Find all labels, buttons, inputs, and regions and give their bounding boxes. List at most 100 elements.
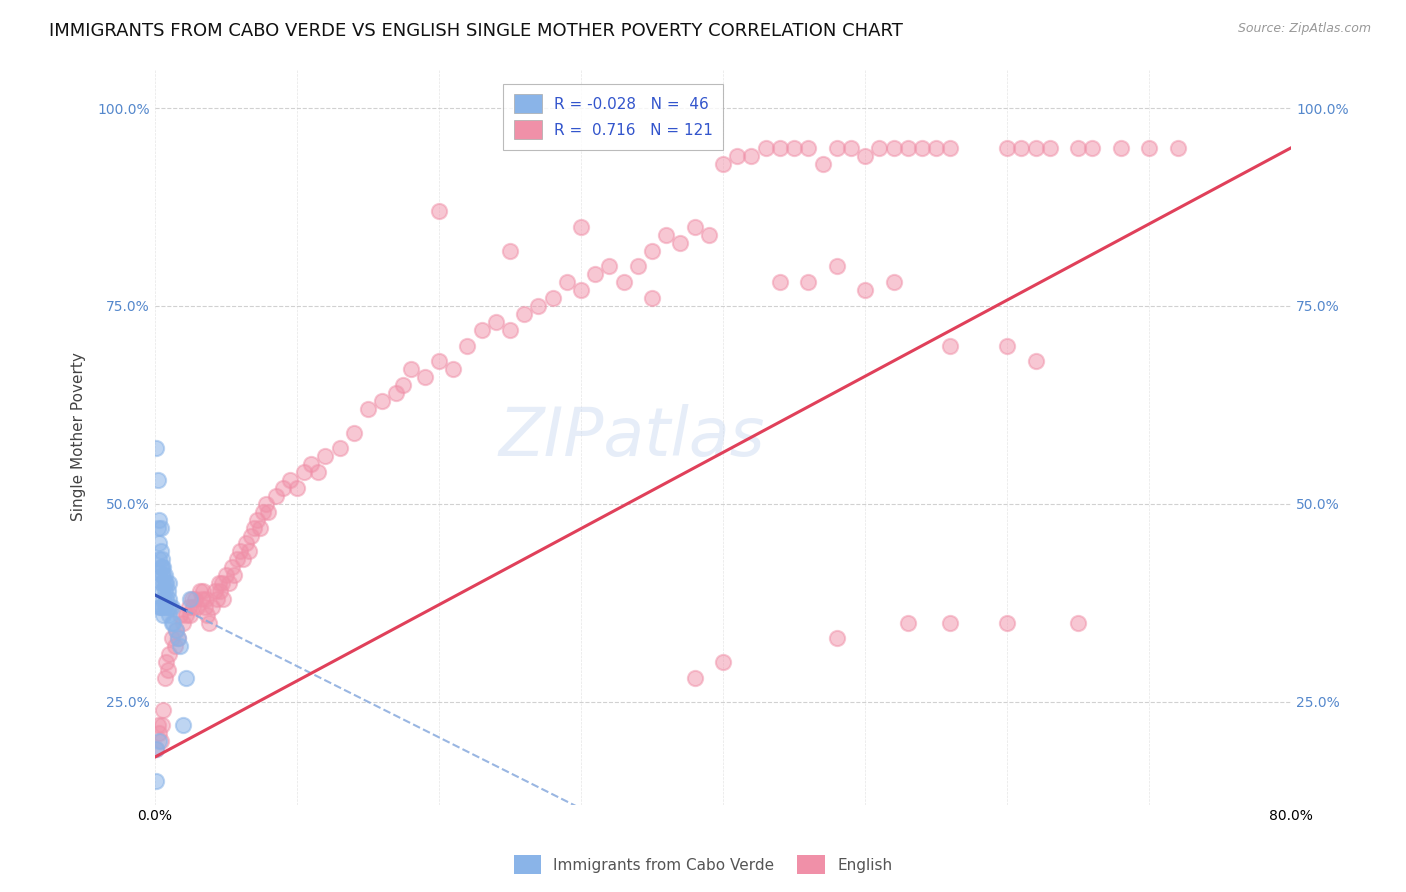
Point [156, 599, 179, 614]
Point [160, 632, 183, 646]
Point [853, 148, 876, 162]
Point [783, 141, 806, 155]
Point [148, 726, 170, 740]
Point [157, 576, 180, 591]
Point [513, 307, 536, 321]
Point [697, 227, 720, 242]
Point [825, 260, 848, 274]
Point [839, 141, 862, 155]
Point [174, 607, 197, 622]
Point [152, 591, 174, 606]
Point [243, 520, 266, 534]
Point [169, 607, 191, 622]
Point [160, 615, 183, 630]
Point [146, 718, 169, 732]
Point [172, 718, 194, 732]
Point [152, 607, 174, 622]
Legend: R = -0.028   N =  46, R =  0.716   N = 121: R = -0.028 N = 46, R = 0.716 N = 121 [503, 84, 724, 150]
Point [285, 481, 308, 495]
Point [172, 615, 194, 630]
Point [148, 599, 170, 614]
Point [215, 568, 238, 582]
Point [146, 520, 169, 534]
Point [145, 742, 167, 756]
Point [499, 244, 522, 258]
Point [641, 291, 664, 305]
Point [148, 536, 170, 550]
Point [740, 148, 762, 162]
Point [188, 583, 211, 598]
Point [145, 442, 167, 456]
Point [150, 583, 173, 598]
Point [162, 615, 184, 630]
Point [1010, 141, 1032, 155]
Point [583, 268, 606, 282]
Point [371, 393, 394, 408]
Point [939, 141, 962, 155]
Point [711, 655, 734, 669]
Point [471, 323, 494, 337]
Point [1025, 354, 1047, 368]
Point [853, 283, 876, 297]
Point [193, 599, 215, 614]
Point [868, 141, 890, 155]
Point [149, 544, 172, 558]
Point [1025, 141, 1047, 155]
Point [307, 465, 329, 479]
Point [183, 591, 205, 606]
Point [939, 615, 962, 630]
Point [198, 615, 221, 630]
Point [190, 591, 212, 606]
Point [825, 141, 848, 155]
Point [257, 505, 280, 519]
Point [174, 671, 197, 685]
Point [995, 615, 1018, 630]
Point [166, 632, 188, 646]
Point [683, 219, 706, 234]
Point [169, 640, 191, 654]
Point [156, 663, 179, 677]
Point [180, 591, 202, 606]
Point [939, 338, 962, 352]
Point [252, 505, 274, 519]
Point [413, 370, 436, 384]
Point [683, 671, 706, 685]
Point [145, 742, 167, 756]
Point [181, 599, 204, 614]
Point [153, 671, 176, 685]
Point [825, 632, 848, 646]
Point [1081, 141, 1104, 155]
Point [155, 576, 177, 591]
Point [157, 647, 180, 661]
Point [299, 457, 322, 471]
Point [499, 323, 522, 337]
Point [769, 141, 792, 155]
Point [995, 338, 1018, 352]
Point [883, 141, 905, 155]
Point [271, 481, 294, 495]
Point [1039, 141, 1062, 155]
Point [911, 141, 934, 155]
Point [165, 624, 187, 638]
Point [186, 599, 208, 614]
Point [197, 607, 219, 622]
Point [160, 599, 183, 614]
Point [755, 141, 778, 155]
Point [246, 513, 269, 527]
Point [152, 703, 174, 717]
Point [204, 583, 226, 598]
Point [153, 599, 176, 614]
Point [238, 544, 260, 558]
Point [229, 544, 252, 558]
Point [221, 560, 243, 574]
Point [541, 291, 564, 305]
Point [150, 552, 173, 566]
Point [769, 275, 792, 289]
Point [254, 497, 277, 511]
Point [191, 583, 214, 598]
Point [1067, 615, 1090, 630]
Point [1137, 141, 1160, 155]
Point [156, 583, 179, 598]
Point [149, 734, 172, 748]
Point [427, 354, 450, 368]
